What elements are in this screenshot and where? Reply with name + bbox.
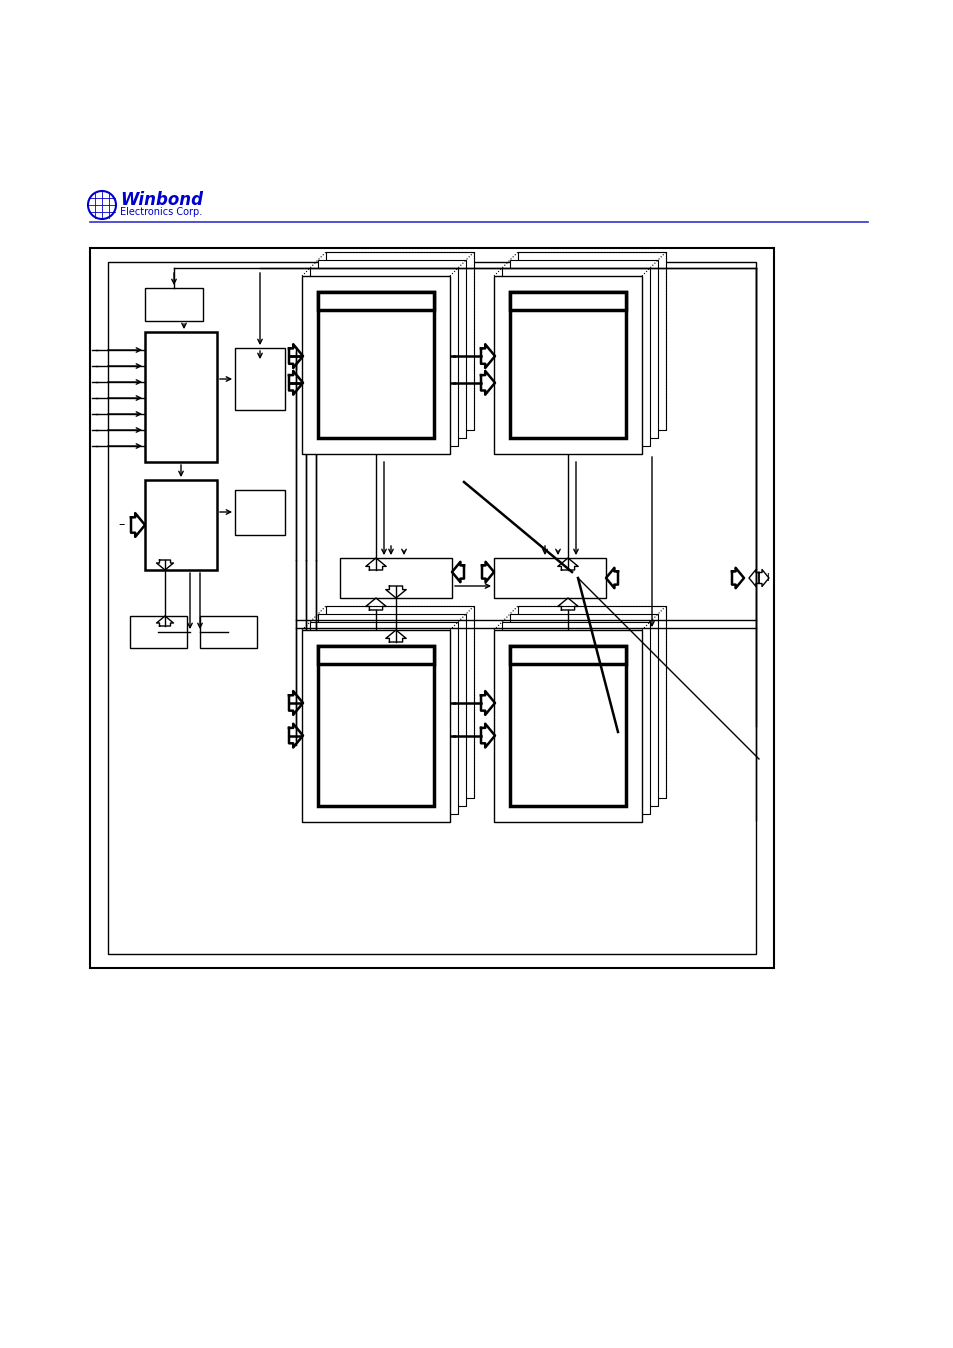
Bar <box>501 621 649 814</box>
Bar <box>501 268 649 446</box>
Bar <box>90 248 773 968</box>
Bar <box>317 646 434 665</box>
Bar <box>145 332 216 462</box>
Bar <box>317 646 434 806</box>
Bar <box>234 348 285 410</box>
Text: Winbond: Winbond <box>120 191 203 209</box>
Bar <box>145 480 216 570</box>
Bar <box>234 491 285 535</box>
Bar <box>326 252 474 430</box>
Bar <box>494 276 641 454</box>
Bar <box>494 630 641 822</box>
Bar <box>317 613 465 806</box>
Text: Electronics Corp.: Electronics Corp. <box>120 208 202 217</box>
Bar <box>510 646 625 806</box>
Bar <box>317 260 465 438</box>
Bar <box>339 558 452 599</box>
Bar <box>302 276 450 454</box>
Bar <box>145 288 203 321</box>
Bar <box>517 607 665 798</box>
Bar <box>317 293 434 438</box>
Bar <box>130 616 187 648</box>
Bar <box>200 616 256 648</box>
Text: –: – <box>118 519 125 531</box>
Bar <box>510 646 625 665</box>
Bar <box>510 293 625 310</box>
Bar <box>510 260 658 438</box>
Bar <box>310 268 457 446</box>
Bar <box>302 630 450 822</box>
Bar <box>510 613 658 806</box>
Bar <box>510 293 625 438</box>
Text: l: l <box>765 573 768 582</box>
Bar <box>108 262 755 954</box>
Bar <box>494 558 605 599</box>
Bar <box>517 252 665 430</box>
Bar <box>310 621 457 814</box>
Bar <box>326 607 474 798</box>
Bar <box>317 293 434 310</box>
